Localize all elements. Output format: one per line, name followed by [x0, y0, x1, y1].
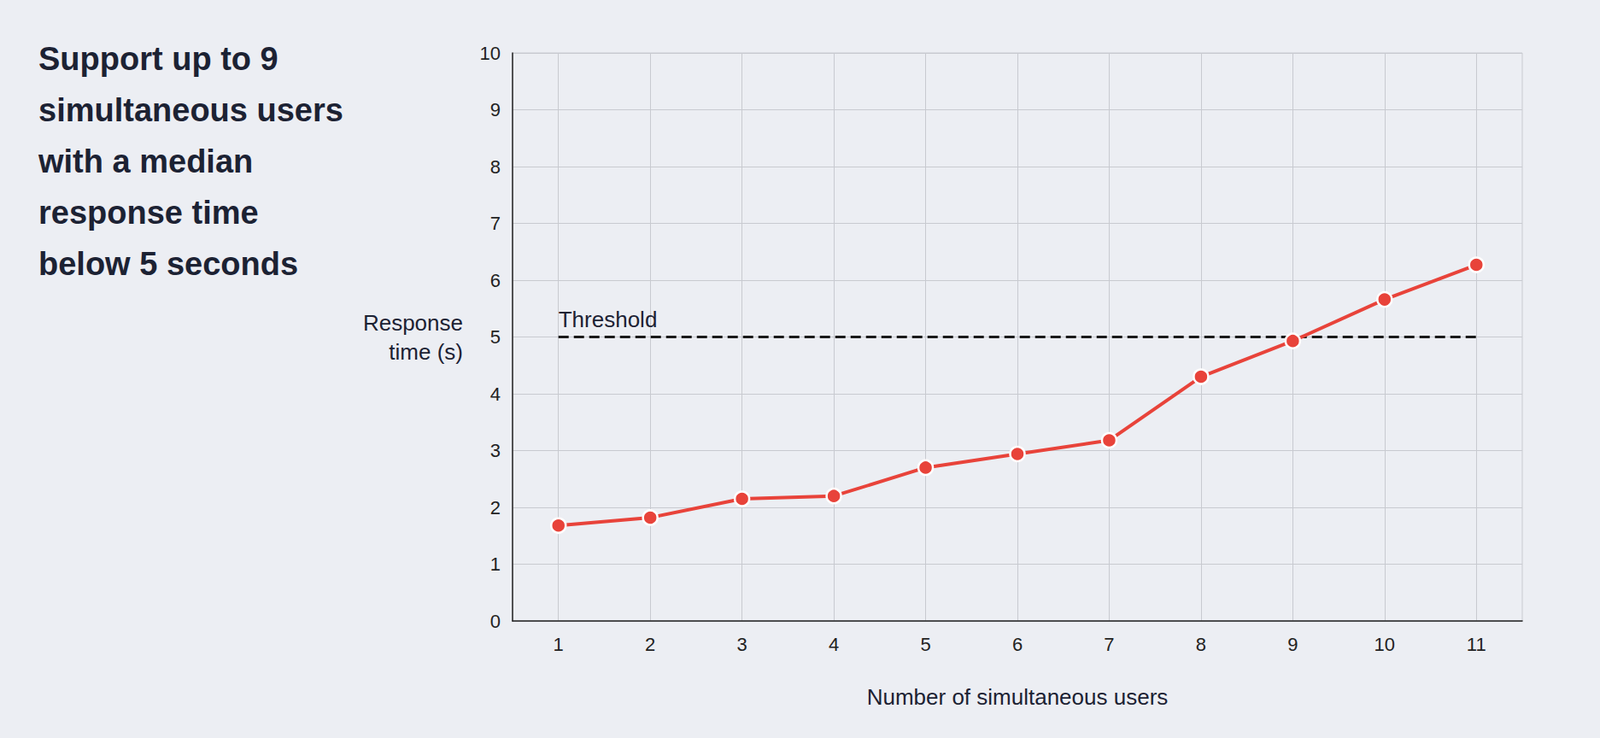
svg-text:11: 11: [1466, 633, 1487, 656]
svg-text:response time: response time: [38, 194, 259, 231]
svg-text:5: 5: [490, 326, 501, 348]
svg-text:4: 4: [828, 633, 839, 656]
svg-text:Threshold: Threshold: [558, 306, 658, 333]
svg-text:10: 10: [1374, 633, 1395, 656]
svg-text:Number of simultaneous users: Number of simultaneous users: [867, 684, 1169, 710]
svg-text:9: 9: [490, 99, 501, 121]
svg-text:9: 9: [1287, 633, 1298, 656]
svg-text:3: 3: [737, 633, 748, 656]
svg-text:time (s): time (s): [388, 339, 464, 365]
svg-text:7: 7: [1103, 633, 1114, 656]
svg-text:Support up to 9: Support up to 9: [38, 41, 279, 77]
svg-text:3: 3: [490, 439, 501, 462]
svg-text:1: 1: [553, 633, 564, 656]
svg-text:6: 6: [1012, 633, 1023, 656]
svg-text:5: 5: [920, 633, 931, 656]
svg-text:with a median: with a median: [37, 143, 253, 180]
svg-text:simultaneous users: simultaneous users: [38, 92, 344, 129]
svg-text:8: 8: [1195, 633, 1207, 656]
svg-text:Response: Response: [363, 310, 464, 336]
svg-text:below 5 seconds: below 5 seconds: [38, 246, 299, 282]
svg-text:10: 10: [480, 42, 501, 65]
svg-text:0: 0: [490, 610, 501, 633]
svg-text:1: 1: [490, 553, 501, 575]
svg-text:4: 4: [490, 383, 501, 405]
svg-text:8: 8: [490, 156, 501, 178]
svg-text:2: 2: [644, 633, 656, 656]
svg-text:6: 6: [490, 269, 501, 292]
svg-text:2: 2: [490, 497, 501, 519]
svg-text:7: 7: [490, 212, 501, 235]
